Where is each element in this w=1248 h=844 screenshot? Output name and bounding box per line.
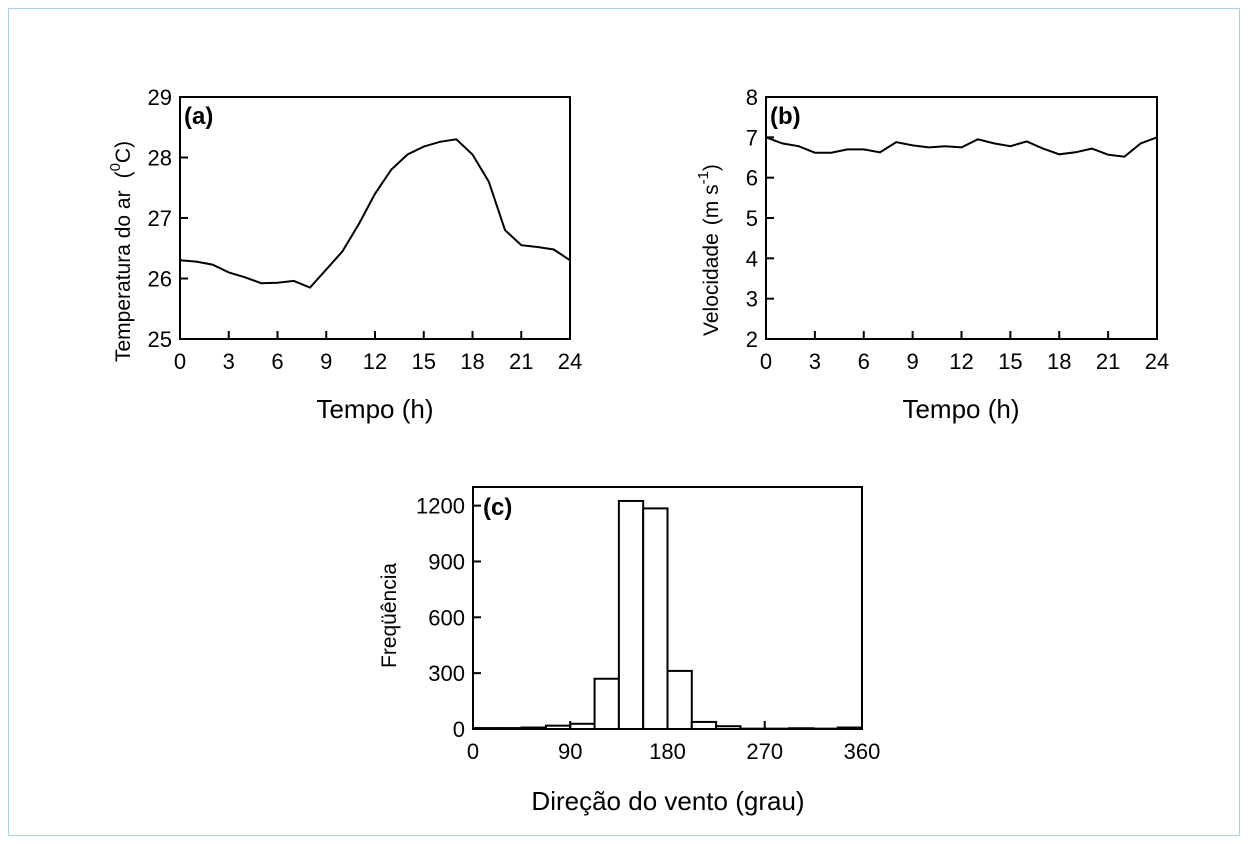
y-axis-unit-close-b: ) — [700, 164, 723, 171]
y-axis-unit-sup-b: -1 — [695, 171, 712, 184]
histogram-bar — [690, 720, 718, 730]
x-tick-label-a: 9 — [320, 349, 332, 374]
y-tick-label-a: 25 — [148, 327, 172, 352]
x-tick-label-b: 18 — [1047, 349, 1071, 374]
x-tick-label-c: 180 — [649, 739, 686, 764]
x-tick-label-b: 21 — [1096, 349, 1120, 374]
x-tick-label-b: 6 — [858, 349, 870, 374]
y-tick-label-b: 6 — [746, 166, 758, 191]
x-tick-label-b: 12 — [949, 349, 973, 374]
x-tick-label-a: 3 — [223, 349, 235, 374]
x-tick-label-a: 18 — [460, 349, 484, 374]
y-tick-label-b: 3 — [746, 287, 758, 312]
y-tick-label-c: 600 — [428, 605, 465, 630]
y-axis-title-a: Temperatura do ar (0C) — [107, 141, 135, 362]
x-tick-label-a: 24 — [558, 349, 582, 374]
y-tick-label-b: 8 — [746, 85, 758, 110]
y-axis-title-c: Freqüência — [378, 563, 401, 668]
tick-labels-c: 0 90 180 270 360 0 300 600 900 1200 — [416, 494, 880, 764]
bars-c — [472, 499, 863, 731]
histogram-bar — [642, 507, 669, 730]
panel-label-b: (b) — [770, 103, 801, 130]
y-tick-label-c: 300 — [428, 661, 465, 686]
plot-frame-b — [765, 96, 1158, 340]
panel-label-a: (a) — [184, 103, 213, 130]
x-tick-label-b: 24 — [1145, 349, 1169, 374]
ticks-a — [179, 96, 571, 340]
y-tick-label-c: 1200 — [416, 494, 465, 519]
x-axis-title-b: Tempo (h) — [902, 394, 1019, 424]
plot-frame-a — [179, 96, 571, 340]
x-tick-label-a: 6 — [271, 349, 283, 374]
y-tick-label-b: 5 — [746, 206, 758, 231]
y-axis-unit-base-b: (m s — [700, 184, 723, 225]
x-tick-label-b: 3 — [809, 349, 821, 374]
y-tick-label-b: 4 — [746, 246, 758, 271]
x-tick-label-c: 0 — [467, 739, 479, 764]
x-tick-label-b: 9 — [907, 349, 919, 374]
y-axis-title-a-text: Temperatura do ar — [112, 190, 135, 362]
y-tick-label-a: 27 — [148, 206, 172, 231]
x-axis-title-c: Direção do vento (grau) — [531, 786, 804, 816]
x-tick-label-a: 15 — [412, 349, 436, 374]
chart-panel-a: 0 3 6 9 12 15 18 21 24 25 26 27 28 29 (a) Tempo (h) T… — [107, 85, 582, 424]
tick-labels-b: 0 3 6 9 12 15 18 21 24 2 3 4 5 6 7 8 — [746, 85, 1169, 374]
y-tick-label-c: 0 — [453, 717, 465, 742]
x-axis-title-a: Tempo (h) — [316, 394, 433, 424]
histogram-bar — [666, 669, 693, 730]
tick-labels-a: 0 3 6 9 12 15 18 21 24 25 26 27 28 29 — [148, 85, 583, 374]
y-axis-unit-open-a: ( — [112, 171, 135, 178]
x-tick-label-a: 21 — [509, 349, 533, 374]
series-line-b — [765, 136, 1158, 158]
y-tick-label-a: 26 — [148, 267, 172, 292]
ticks-b — [765, 96, 1158, 340]
y-tick-label-b: 2 — [746, 327, 758, 352]
panel-label-c: (c) — [483, 494, 512, 521]
x-tick-label-b: 0 — [760, 349, 772, 374]
y-tick-label-c: 900 — [428, 549, 465, 574]
x-tick-label-a: 0 — [174, 349, 186, 374]
y-axis-unit-close-a: ) — [112, 141, 135, 148]
x-tick-label-c: 270 — [746, 739, 783, 764]
x-tick-label-c: 360 — [844, 739, 881, 764]
chart-panel-b: 0 3 6 9 12 15 18 21 24 2 3 4 5 6 7 8 (b) Tempo (h) Velo… — [695, 85, 1169, 424]
series-line-a — [179, 138, 571, 289]
x-tick-label-c: 90 — [558, 739, 582, 764]
x-tick-label-a: 12 — [363, 349, 387, 374]
y-axis-unit-sup-a: 0 — [107, 163, 124, 171]
y-tick-label-a: 29 — [148, 85, 172, 110]
chart-panel-c: 0 90 180 270 360 0 300 600 900 1200 (c) Direção d… — [378, 486, 880, 816]
y-tick-label-b: 7 — [746, 125, 758, 150]
histogram-bar — [593, 677, 620, 731]
y-axis-unit-base-a: C — [112, 148, 135, 163]
ticks-c — [472, 504, 863, 730]
y-axis-title-b-text: Velocidade — [700, 233, 723, 336]
x-tick-label-b: 15 — [998, 349, 1022, 374]
y-tick-label-a: 28 — [148, 146, 172, 171]
y-axis-title-b: Velocidade (m s-1) — [695, 164, 723, 336]
histogram-bar — [617, 499, 645, 731]
